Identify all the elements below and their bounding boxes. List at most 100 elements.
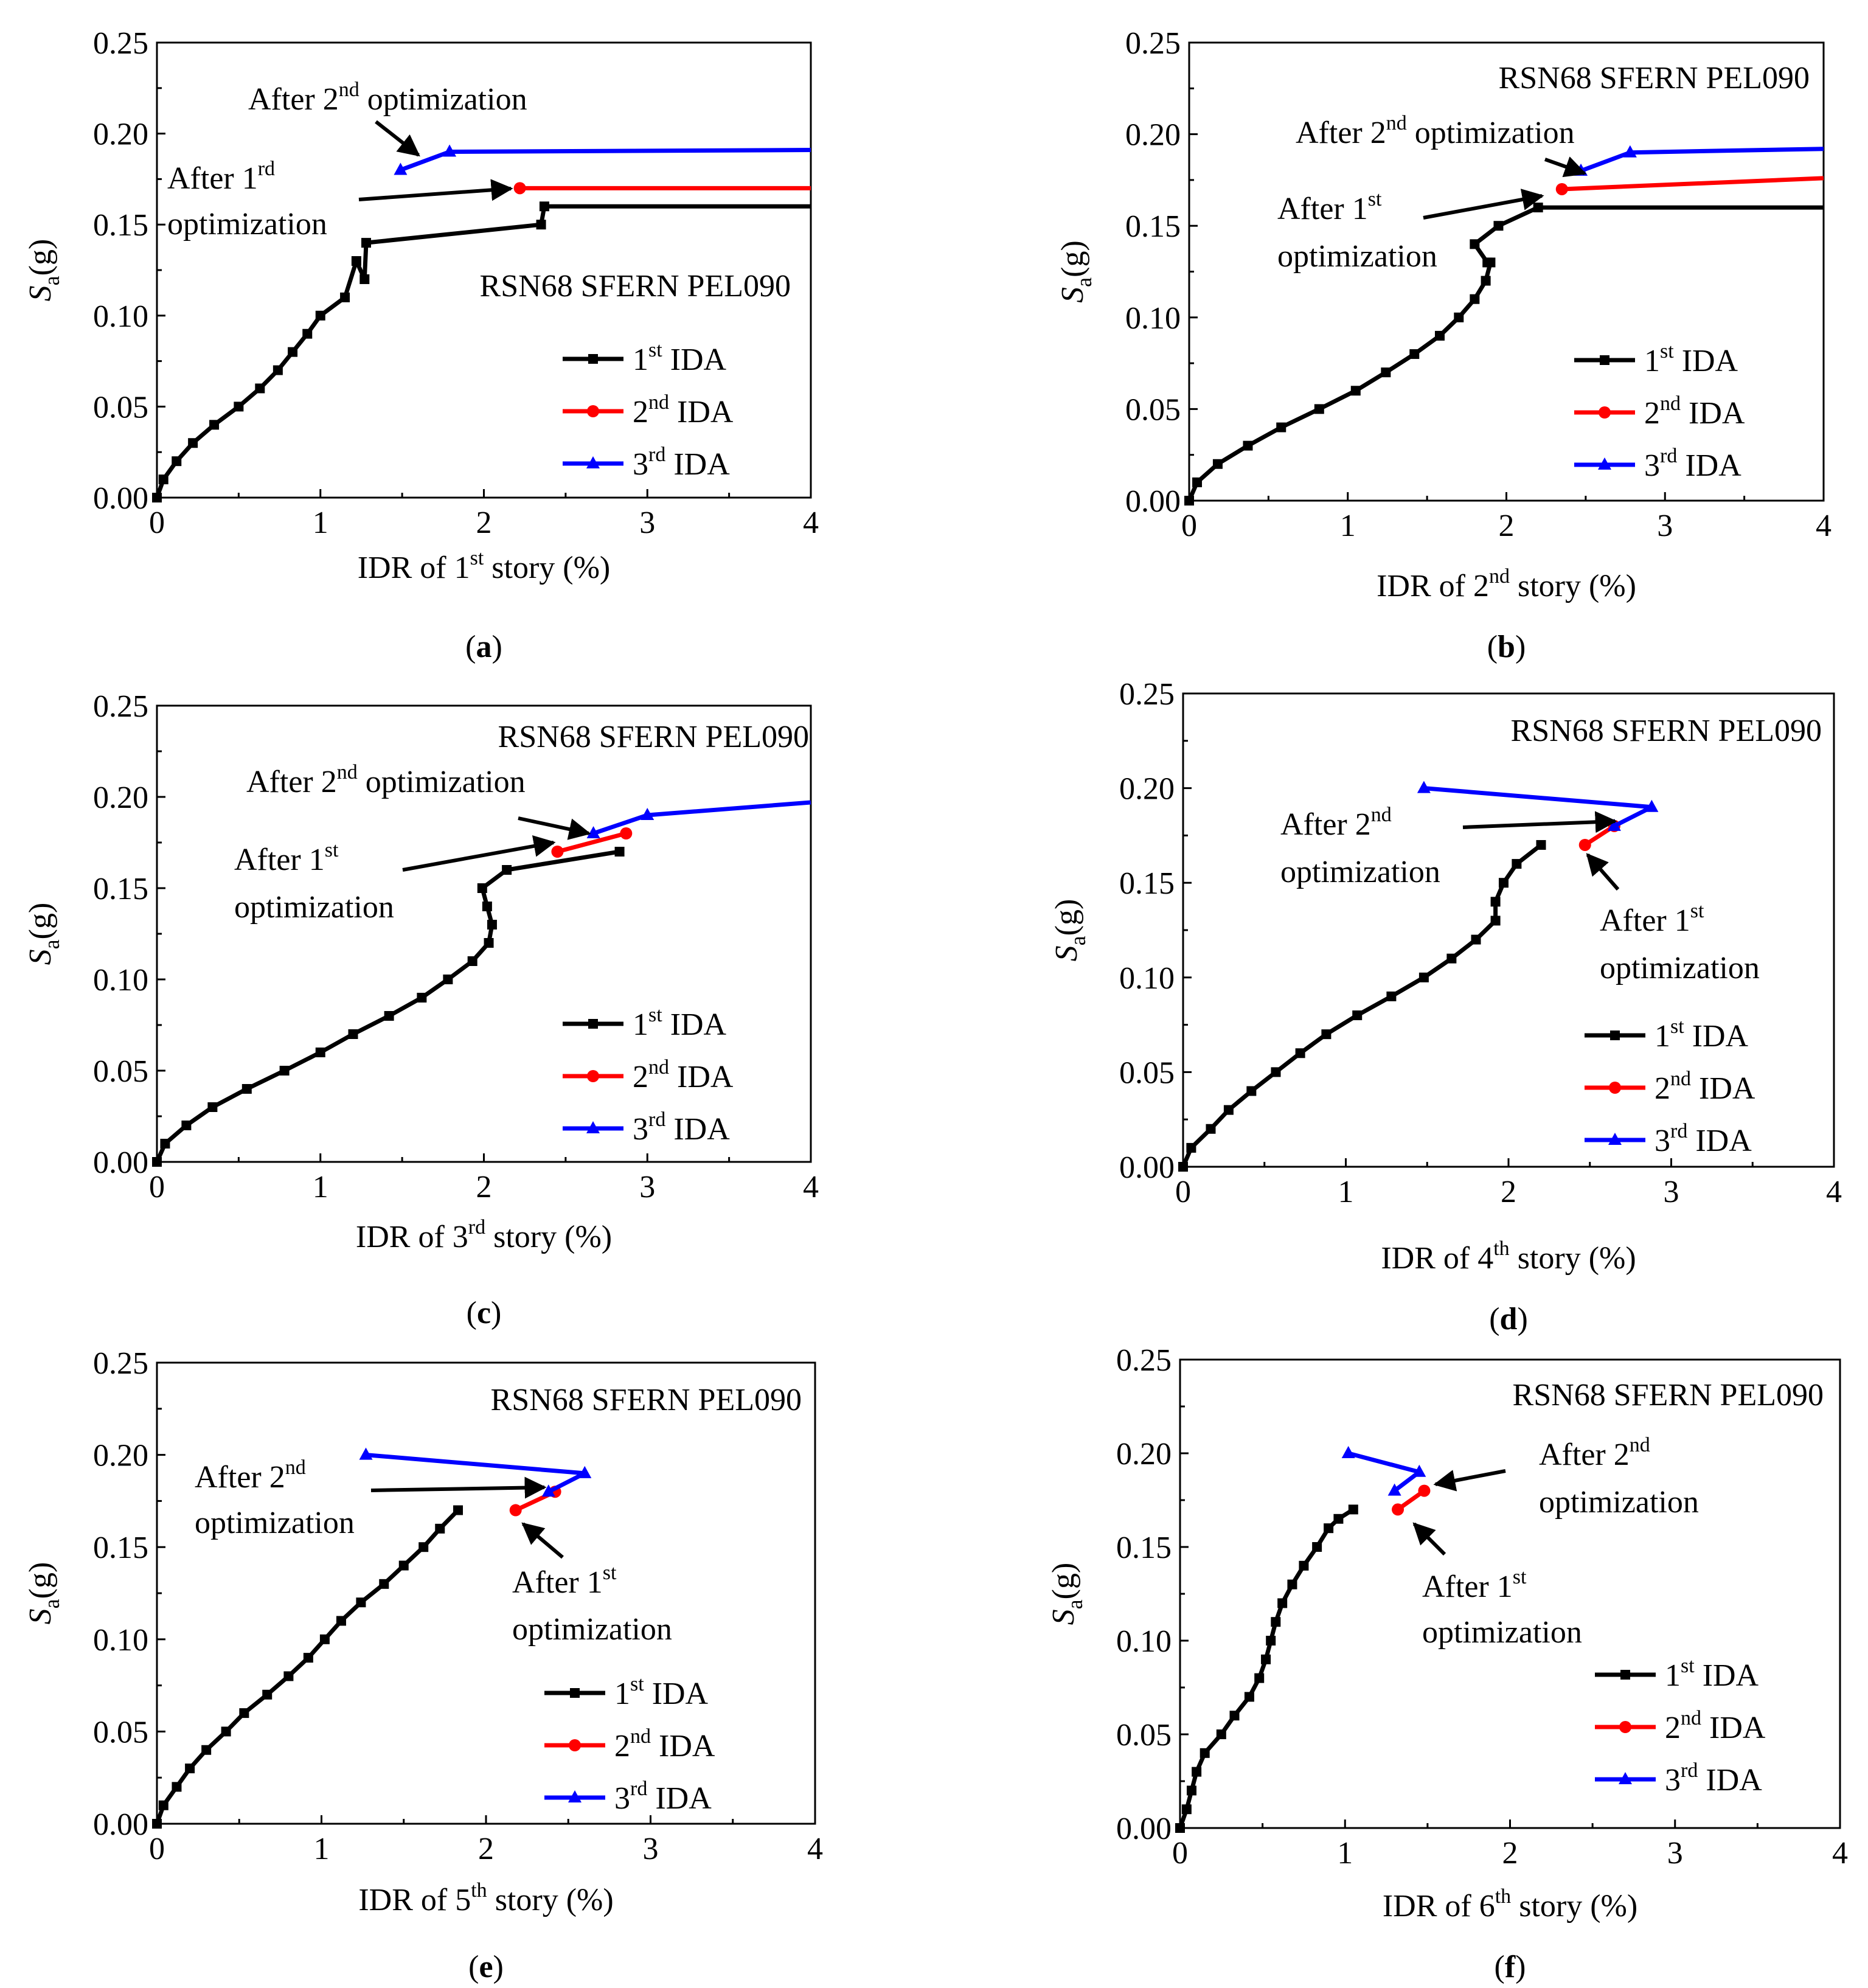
annotation-text: optimization: [195, 1506, 355, 1540]
data-point: [303, 1653, 313, 1663]
y-tick-label: 0.15: [1119, 866, 1175, 901]
data-point: [356, 1597, 366, 1608]
data-point: [398, 1560, 409, 1571]
legend-marker: [588, 354, 598, 364]
data-point: [1350, 386, 1361, 396]
data-point: [1352, 1010, 1363, 1021]
series-ida-1: [152, 201, 811, 502]
y-tick-label: 0.10: [93, 963, 148, 998]
data-point: [1276, 422, 1286, 433]
data-point: [1266, 1636, 1276, 1646]
legend-item: 1st IDA: [563, 1004, 727, 1042]
y-tick-label: 0.25: [93, 26, 148, 61]
y-tick-label: 0.10: [93, 1623, 148, 1658]
annotation-arrow: [1433, 1469, 1506, 1492]
legend: 1st IDA 2nd IDA 3rd IDA: [1595, 1655, 1766, 1798]
legend-label: 1st IDA: [614, 1673, 709, 1711]
x-tick-label: 3: [1667, 1836, 1683, 1871]
data-point: [467, 956, 477, 966]
legend-item: 1st IDA: [1574, 340, 1738, 378]
legend-marker: [1608, 1133, 1622, 1145]
legend-label: 3rd IDA: [633, 443, 730, 482]
data-point: [1470, 294, 1480, 304]
data-point: [1178, 1162, 1188, 1172]
y-axis-label: Sa(g): [23, 239, 64, 302]
data-point: [1471, 934, 1481, 945]
legend-label: 3rd IDA: [1654, 1120, 1752, 1158]
data-point: [1271, 1067, 1281, 1077]
legend-marker: [1610, 1030, 1620, 1040]
data-point: [359, 274, 370, 284]
legend-marker: [1600, 355, 1609, 365]
data-point: [1287, 1579, 1297, 1590]
data-point: [1186, 1785, 1196, 1796]
legend-marker: [570, 1688, 580, 1698]
data-point: [207, 1102, 218, 1112]
annotation-text: After 1st: [512, 1562, 617, 1600]
legend-label: 2nd IDA: [633, 1056, 734, 1094]
data-point: [359, 1447, 373, 1460]
series-ida-2: [513, 182, 811, 195]
data-point: [302, 328, 313, 339]
data-point: [273, 365, 283, 375]
data-point: [477, 883, 487, 893]
annotation-text: optimization: [1422, 1615, 1582, 1650]
y-axis-label: Sa(g): [1049, 899, 1090, 962]
x-tick-label: 2: [478, 1832, 494, 1866]
y-tick-label: 0.00: [93, 481, 148, 516]
legend-label: 1st IDA: [633, 339, 727, 377]
legend-label: 3rd IDA: [633, 1108, 730, 1147]
annotation-text: After 1rd: [167, 158, 275, 196]
annotation-text: After 1st: [234, 839, 339, 877]
x-tick-label: 1: [1338, 1175, 1354, 1209]
annotation-text: After 2nd: [1539, 1434, 1650, 1472]
y-tick-label: 0.20: [93, 780, 148, 815]
annotation-text: After 2nd: [1280, 804, 1392, 842]
y-axis-label: Sa(g): [23, 1562, 64, 1625]
series-ida-3: [359, 1447, 592, 1497]
x-tick-label: 1: [313, 506, 328, 540]
legend-label: 2nd IDA: [1665, 1707, 1766, 1745]
series-line: [557, 831, 627, 854]
legend-item: 2nd IDA: [1574, 392, 1745, 431]
data-point: [351, 256, 361, 266]
data-point: [1295, 1048, 1305, 1058]
data-point: [315, 310, 325, 321]
y-tick-label: 0.00: [1125, 484, 1181, 519]
panel-caption: (d): [1489, 1302, 1528, 1336]
series-line: [400, 148, 811, 172]
x-tick-label: 2: [1499, 509, 1515, 543]
data-point: [1192, 477, 1203, 487]
annotation-text: optimization: [512, 1612, 672, 1647]
y-tick-label: 0.15: [93, 872, 148, 906]
panel-caption: (b): [1487, 630, 1526, 664]
data-point: [1446, 953, 1457, 964]
data-point: [453, 1505, 464, 1515]
y-tick-label: 0.05: [93, 390, 148, 425]
data-point: [262, 1689, 273, 1700]
data-point: [1312, 1542, 1322, 1552]
annotation-arrow: [402, 835, 556, 872]
legend: 1st IDA 2nd IDA 3rd IDA: [563, 1004, 734, 1147]
data-point: [1387, 1483, 1401, 1496]
data-point: [443, 144, 457, 157]
legend: 1st IDA 2nd IDA 3rd IDA: [1574, 340, 1745, 483]
panel-e: 0 1 2 3 4 0.00 0.05 0.10 0.15 0.20 0.25 IDR of 5th …: [23, 1346, 823, 1984]
annotation-text: optimization: [1539, 1485, 1699, 1520]
legend-marker: [587, 405, 599, 417]
data-point: [1299, 1560, 1309, 1571]
chart-title: RSN68 SFERN PEL090: [498, 720, 809, 754]
data-point: [340, 292, 350, 302]
data-point: [188, 438, 198, 448]
data-point: [443, 975, 453, 984]
y-tick-label: 0.25: [1119, 677, 1175, 712]
y-axis-label: Sa(g): [1046, 1563, 1087, 1625]
y-tick-label: 0.20: [93, 117, 148, 152]
x-tick-label: 1: [313, 1170, 328, 1204]
legend-marker: [569, 1739, 581, 1751]
data-point: [283, 1671, 294, 1681]
data-point: [509, 1504, 522, 1517]
x-tick-label: 2: [476, 506, 492, 540]
legend-label: 3rd IDA: [1644, 445, 1741, 483]
annotation-arrow: [1544, 156, 1587, 178]
